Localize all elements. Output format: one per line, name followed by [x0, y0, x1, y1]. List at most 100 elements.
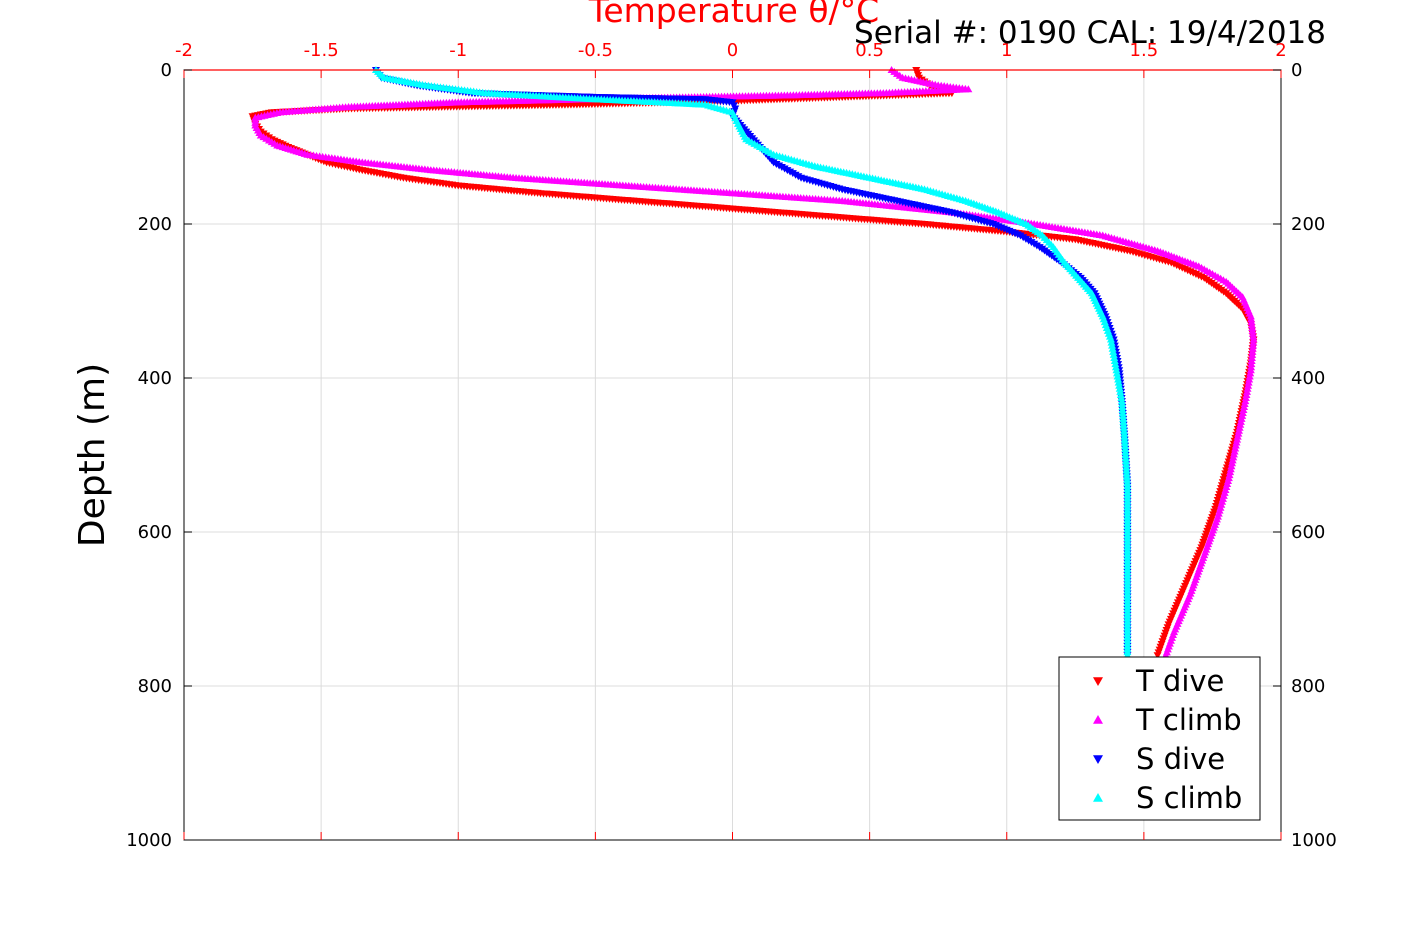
- series-s-climb: [371, 66, 1132, 659]
- y-tick-label-right: 1000: [1291, 830, 1337, 851]
- y-tick-label-right: 800: [1291, 676, 1325, 697]
- data-point: [1248, 350, 1257, 358]
- y-tick-label-left: 600: [138, 522, 172, 543]
- data-point: [1236, 417, 1245, 425]
- data-point: [1116, 387, 1125, 395]
- y-tick-label-right: 200: [1291, 214, 1325, 235]
- data-point: [1116, 390, 1125, 398]
- data-point: [1235, 426, 1244, 434]
- x-tick-label: -2: [175, 40, 193, 61]
- data-point: [1242, 390, 1251, 398]
- data-point: [1228, 459, 1237, 467]
- data-point: [1239, 405, 1248, 413]
- data-point: [1230, 447, 1239, 455]
- data-point: [1226, 465, 1235, 473]
- series-t-climb: [251, 66, 1258, 659]
- data-point: [1161, 651, 1170, 659]
- x-tick-label: -1: [449, 40, 467, 61]
- data-point: [1249, 338, 1258, 346]
- data-point: [1236, 420, 1245, 428]
- data-point: [1226, 468, 1235, 476]
- legend-marker: [1093, 677, 1103, 686]
- data-point: [1115, 384, 1124, 392]
- x-tick-label: 2: [1275, 40, 1286, 61]
- data-point: [1247, 360, 1256, 368]
- data-point: [1243, 384, 1252, 392]
- x-tick-label: 1: [1001, 40, 1012, 61]
- data-point: [1113, 372, 1122, 380]
- data-point: [1247, 357, 1256, 365]
- data-point: [1241, 394, 1250, 402]
- data-point: [1233, 435, 1242, 443]
- data-point: [1109, 350, 1118, 358]
- data-point: [1232, 438, 1241, 446]
- legend-entry: S dive: [1136, 742, 1225, 776]
- data-point: [1112, 366, 1121, 374]
- data-point: [1244, 381, 1253, 389]
- data-point: [1117, 394, 1126, 402]
- data-point: [1228, 456, 1237, 464]
- data-point: [1233, 432, 1242, 440]
- data-point: [1245, 372, 1254, 380]
- data-point: [1112, 369, 1121, 377]
- data-point: [1245, 375, 1254, 383]
- data-point: [1114, 375, 1123, 383]
- y-tick-label-left: 0: [161, 60, 172, 81]
- data-point: [1115, 381, 1124, 389]
- data-point: [1111, 363, 1120, 371]
- y-tick-label-left: 200: [138, 214, 172, 235]
- chart-title: Temperature θ/°C: [588, 0, 879, 30]
- legend: T dive T climb S dive S climb: [1058, 656, 1261, 821]
- data-point: [1229, 450, 1238, 458]
- y-tick-label-right: 400: [1291, 368, 1325, 389]
- data-point: [1244, 378, 1253, 386]
- data-point: [1109, 347, 1118, 355]
- legend-entry: T climb: [1135, 703, 1242, 737]
- data-point: [1111, 360, 1120, 368]
- data-point: [1238, 411, 1247, 419]
- data-point: [1246, 369, 1255, 377]
- data-point: [1242, 387, 1251, 395]
- data-point: [1247, 363, 1256, 371]
- data-point: [1234, 429, 1243, 437]
- data-point: [1238, 408, 1247, 416]
- serial-annotation: Serial #: 0190 CAL: 19/4/2018: [854, 15, 1326, 51]
- data-point: [1237, 414, 1246, 422]
- legend-box: [1058, 656, 1261, 821]
- data-point: [1240, 403, 1249, 411]
- x-tick-label: 0.5: [855, 40, 884, 61]
- data-point: [1110, 353, 1119, 361]
- series-s-dive: [371, 67, 1132, 660]
- data-point: [1231, 444, 1240, 452]
- series-layer: [248, 66, 1258, 660]
- legend-entry: T dive: [1135, 664, 1224, 698]
- data-point: [1153, 652, 1162, 660]
- x-tick-label: 0: [727, 40, 738, 61]
- legend-marker: [1093, 755, 1103, 764]
- data-point: [1227, 462, 1236, 470]
- y-tick-label-left: 400: [138, 368, 172, 389]
- legend-entry: S climb: [1136, 781, 1242, 815]
- data-point: [1225, 471, 1234, 479]
- data-point: [1231, 441, 1240, 449]
- y-tick-label-left: 800: [138, 676, 172, 697]
- data-point: [1249, 341, 1258, 349]
- data-point: [1247, 353, 1256, 361]
- data-point: [1108, 341, 1117, 349]
- legend-marker: [1093, 793, 1103, 802]
- x-tick-label: -1.5: [304, 40, 339, 61]
- x-tick-label: -0.5: [578, 40, 613, 61]
- data-point: [1246, 366, 1255, 374]
- y-tick-label-right: 600: [1291, 522, 1325, 543]
- y-axis-label: Depth (m): [72, 363, 113, 547]
- data-point: [1229, 453, 1238, 461]
- data-point: [1114, 378, 1123, 386]
- data-point: [1248, 344, 1257, 352]
- data-point: [1110, 357, 1119, 365]
- data-point: [1240, 400, 1249, 408]
- x-tick-label: 1.5: [1130, 40, 1159, 61]
- data-point: [1123, 651, 1132, 659]
- legend-marker: [1093, 715, 1103, 724]
